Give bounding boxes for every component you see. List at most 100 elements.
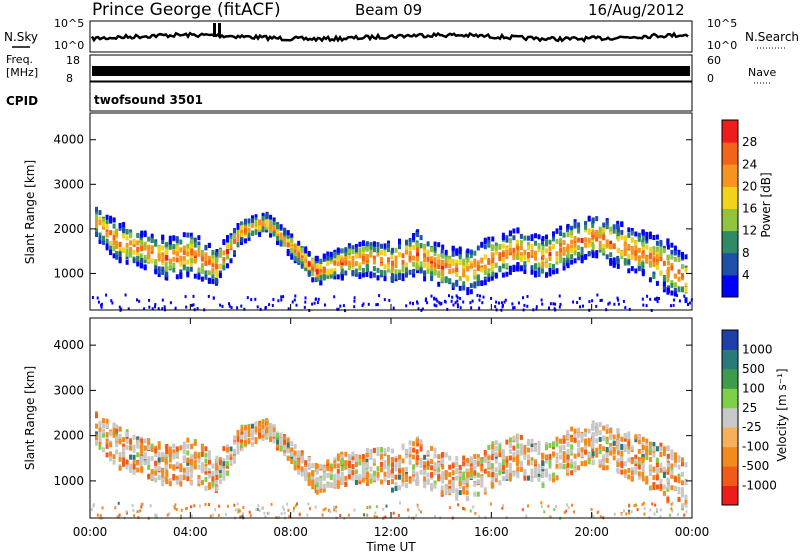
heatmap-cell bbox=[508, 443, 512, 448]
heatmap-cell bbox=[233, 448, 236, 454]
heatmap-cell bbox=[199, 504, 201, 508]
heatmap-cell bbox=[197, 241, 201, 247]
heatmap-cell bbox=[115, 232, 119, 238]
heatmap-cell bbox=[577, 433, 581, 439]
heatmap-cell bbox=[423, 249, 427, 255]
heatmap-cell bbox=[398, 485, 401, 491]
heatmap-cell bbox=[584, 461, 588, 467]
heatmap-cell bbox=[591, 459, 595, 465]
heatmap-cell bbox=[211, 258, 215, 264]
heatmap-cell bbox=[541, 453, 545, 459]
heatmap-cell bbox=[351, 451, 355, 457]
heatmap-cell bbox=[527, 504, 529, 508]
heatmap-cell bbox=[105, 214, 109, 220]
heatmap-cell bbox=[147, 473, 151, 479]
heatmap-cell bbox=[258, 432, 262, 438]
heatmap-cell bbox=[685, 503, 688, 507]
heatmap-cell bbox=[587, 456, 591, 462]
heatmap-cell bbox=[168, 463, 172, 469]
heatmap-cell bbox=[179, 247, 183, 253]
heatmap-cell bbox=[634, 245, 638, 251]
heatmap-cell bbox=[157, 475, 161, 481]
heatmap-cell bbox=[391, 448, 394, 454]
heatmap-cell bbox=[215, 457, 219, 463]
heatmap-cell bbox=[516, 466, 520, 472]
heatmap-cell bbox=[376, 475, 380, 481]
heatmap-cell bbox=[430, 486, 434, 492]
heatmap-cell bbox=[548, 266, 552, 272]
heatmap-cell bbox=[430, 294, 433, 298]
heatmap-cell bbox=[261, 226, 265, 232]
heatmap-cell bbox=[662, 473, 666, 479]
heatmap-cell bbox=[319, 264, 323, 270]
heatmap-cell bbox=[623, 447, 627, 453]
heatmap-cell bbox=[92, 504, 95, 508]
heatmap-cell bbox=[620, 450, 624, 456]
heatmap-cell bbox=[505, 439, 509, 445]
heatmap-cell bbox=[562, 438, 566, 444]
heatmap-cell bbox=[297, 252, 301, 258]
heatmap-cell bbox=[637, 439, 641, 445]
heatmap-cell bbox=[455, 268, 459, 274]
colorbar-swatch bbox=[722, 368, 738, 389]
heatmap-cell bbox=[394, 247, 398, 253]
heatmap-cell bbox=[100, 305, 103, 309]
heatmap-cell bbox=[666, 478, 670, 484]
heatmap-cell bbox=[673, 454, 677, 460]
heatmap-cell bbox=[559, 464, 563, 470]
heatmap-cell bbox=[105, 423, 109, 429]
heatmap-cell bbox=[462, 455, 466, 461]
heatmap-cell bbox=[498, 480, 502, 486]
heatmap-cell bbox=[240, 304, 243, 308]
heatmap-cell bbox=[530, 460, 534, 466]
heatmap-cell bbox=[530, 269, 534, 275]
heatmap-cell bbox=[190, 243, 194, 249]
heatmap-cell bbox=[494, 249, 498, 255]
heatmap-cell bbox=[105, 436, 109, 441]
heatmap-cell bbox=[157, 252, 161, 257]
colorbar-swatch bbox=[722, 230, 738, 254]
heatmap-cell bbox=[612, 257, 616, 263]
heatmap-cell bbox=[577, 227, 581, 233]
heatmap-cell bbox=[508, 448, 512, 454]
heatmap-cell bbox=[190, 303, 193, 307]
heatmap-cell bbox=[512, 445, 516, 451]
heatmap-cell bbox=[527, 235, 530, 241]
heatmap-cell bbox=[276, 236, 280, 241]
heatmap-cell bbox=[200, 253, 204, 258]
heatmap-cell bbox=[562, 250, 566, 256]
heatmap-cell bbox=[97, 300, 100, 304]
heatmap-cell bbox=[269, 431, 273, 437]
heatmap-cell bbox=[265, 426, 269, 432]
heatmap-cell bbox=[609, 240, 613, 246]
heatmap-cell bbox=[498, 267, 502, 273]
heatmap-cell bbox=[649, 508, 652, 512]
heatmap-cell bbox=[150, 245, 154, 251]
heatmap-cell bbox=[283, 238, 287, 244]
heatmap-cell bbox=[189, 255, 193, 261]
heatmap-cell bbox=[579, 305, 581, 309]
heatmap-cell bbox=[197, 249, 201, 255]
heatmap-cell bbox=[659, 508, 662, 512]
heatmap-cell bbox=[147, 456, 151, 462]
heatmap-cell bbox=[222, 261, 226, 267]
heatmap-cell bbox=[105, 418, 109, 424]
heatmap-cell bbox=[165, 255, 169, 260]
heatmap-cell bbox=[136, 232, 140, 238]
heatmap-cell bbox=[541, 302, 544, 306]
heatmap-cell bbox=[577, 465, 581, 471]
heatmap-cell bbox=[140, 239, 144, 245]
heatmap-cell bbox=[555, 458, 559, 464]
heatmap-cell bbox=[290, 451, 294, 457]
heatmap-cell bbox=[548, 473, 552, 479]
heatmap-cell bbox=[648, 446, 652, 452]
heatmap-cell bbox=[236, 223, 240, 228]
heatmap-cell bbox=[652, 449, 656, 455]
heatmap-cell bbox=[480, 458, 484, 464]
heatmap-cell bbox=[112, 217, 116, 223]
heatmap-cell bbox=[648, 254, 652, 260]
heatmap-cell bbox=[118, 246, 122, 252]
heatmap-cell bbox=[655, 260, 659, 266]
heatmap-cell bbox=[491, 258, 495, 264]
heatmap-cell bbox=[648, 251, 652, 257]
